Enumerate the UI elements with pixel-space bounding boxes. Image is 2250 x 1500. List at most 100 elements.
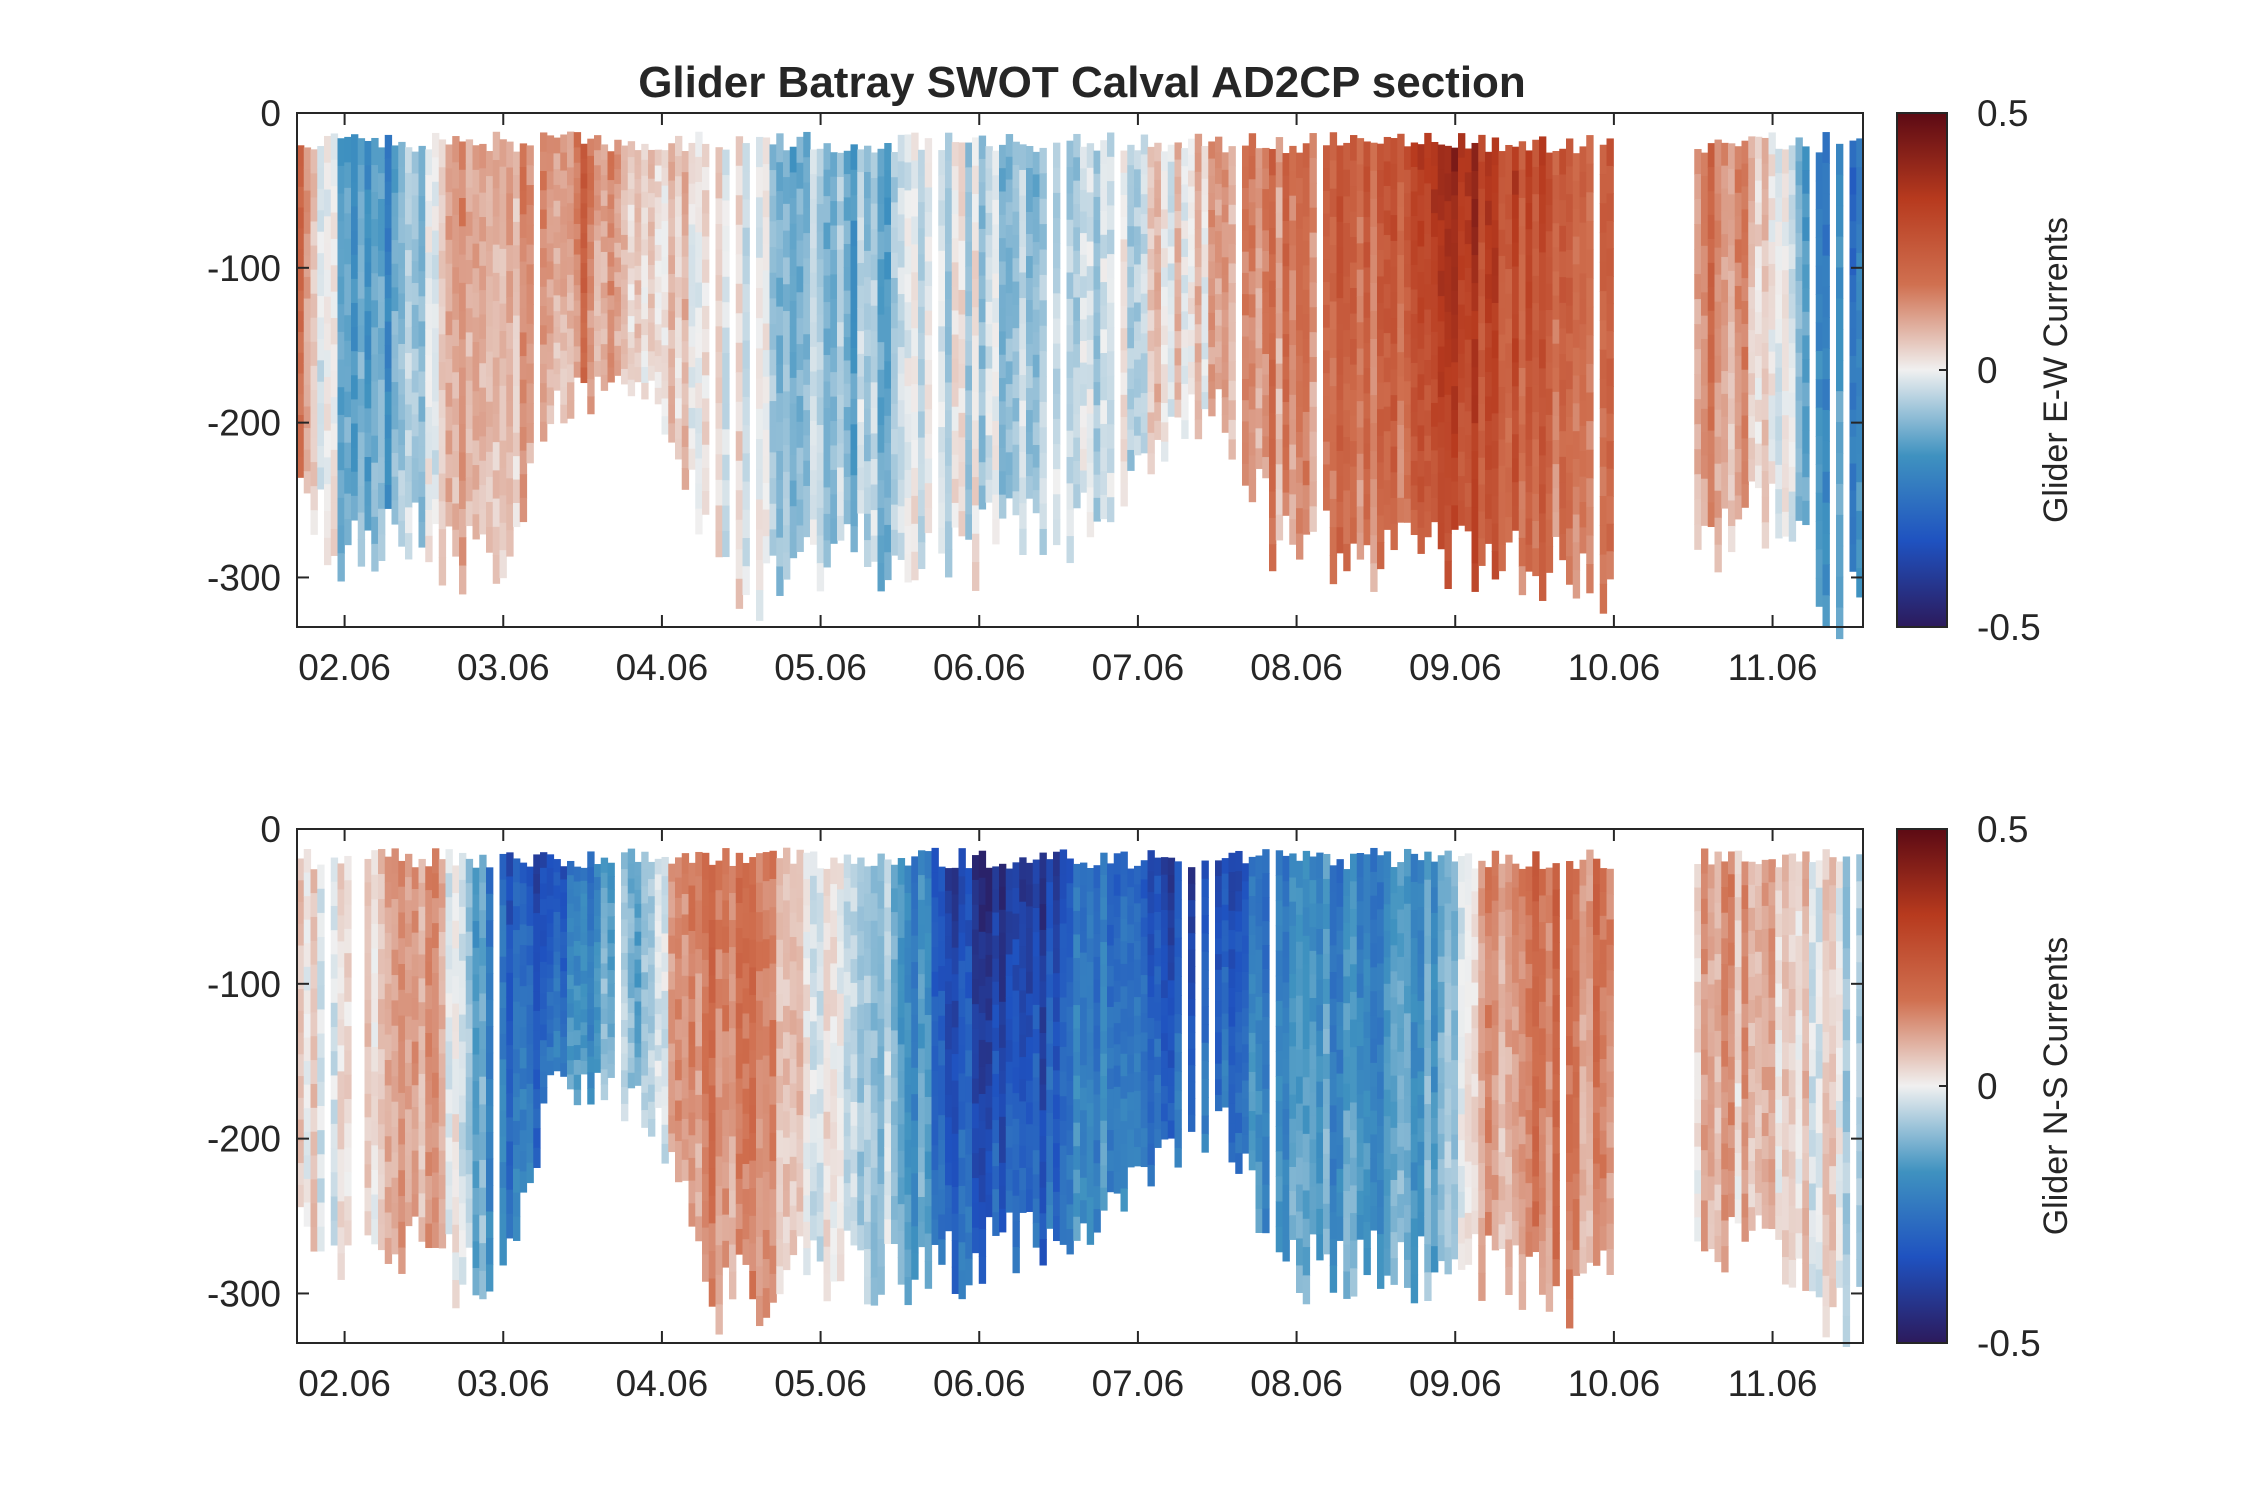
profile-column [1498,151,1506,572]
heatmap-cell [452,293,460,321]
heatmap-cell [756,167,764,198]
heatmap-cell [762,350,771,378]
heatmap-cell [681,1037,690,1059]
heatmap-cell [762,509,771,537]
heatmap-cell [1451,195,1459,220]
heatmap-cell [567,1017,575,1033]
heatmap-cell [789,172,798,199]
heatmap-cell [1734,262,1743,287]
heatmap-cell [1026,278,1034,301]
heatmap-cell [1275,388,1284,415]
heatmap-cell [1181,238,1189,258]
heatmap-cell [654,229,663,246]
heatmap-cell [391,453,399,478]
heatmap-cell [573,285,582,302]
heatmap-cell [418,1121,426,1147]
heatmap-cell [391,476,399,501]
heatmap-cell [499,331,507,360]
heatmap-cell [1518,367,1527,397]
heatmap-cell [1579,476,1587,503]
heatmap-cell [337,497,345,527]
heatmap-cell [540,228,548,249]
heatmap-cell [506,530,514,557]
heatmap-cell [742,1163,750,1190]
heatmap-cell [1701,385,1709,410]
heatmap-cell [1343,436,1351,465]
heatmap-cell [850,959,858,984]
heatmap-cell [742,1038,750,1065]
heatmap-cell [810,1167,818,1192]
heatmap-cell [1390,138,1398,165]
heatmap-cell [1039,478,1047,505]
heatmap-cell [904,386,912,415]
heatmap-cell [857,1151,865,1177]
heatmap-cell [1559,148,1567,176]
profile-column [1728,143,1736,553]
heatmap-cell [904,553,912,583]
heatmap-cell [310,245,318,271]
heatmap-cell [1032,219,1041,243]
heatmap-cell [465,1150,474,1175]
heatmap-cell [648,1101,656,1120]
heatmap-cell [715,223,723,251]
heatmap-cell [634,367,642,383]
x-tick-label: 02.06 [298,647,391,688]
heatmap-cell [1026,454,1034,477]
heatmap-cell [405,900,413,925]
heatmap-cell [702,282,710,307]
heatmap-cell [560,1010,568,1025]
heatmap-cell [1363,267,1371,294]
heatmap-cell [452,398,460,426]
profile-column [1100,140,1108,520]
profile-column [803,131,811,538]
heatmap-cell [317,1202,325,1228]
heatmap-cell [297,858,305,881]
heatmap-cell [371,1071,379,1097]
heatmap-cell [337,276,345,305]
heatmap-cell [864,198,872,226]
profile-column [1815,152,1824,607]
y-tick-label: -100 [207,248,281,289]
heatmap-cell [324,457,332,485]
heatmap-cell [1019,144,1027,171]
heatmap-cell [1194,152,1203,173]
heatmap-cell [661,221,669,240]
heatmap-cell [1100,163,1108,189]
heatmap-cell [391,1076,399,1103]
heatmap-cell [1215,168,1223,185]
profile-column [735,852,744,1255]
heatmap-cell [688,142,696,164]
heatmap-cell [452,1031,460,1060]
heatmap-cell [438,907,447,933]
heatmap-cell [951,262,960,288]
heatmap-cell [742,1088,750,1115]
heatmap-cell [951,190,960,215]
heatmap-cell [1525,255,1533,283]
heatmap-cell [486,1185,494,1213]
heatmap-cell [870,1140,879,1169]
heatmap-cell [958,339,966,365]
heatmap-cell [607,223,615,239]
heatmap-cell [1174,245,1182,264]
heatmap-cell [803,984,811,1012]
heatmap-cell [897,214,906,242]
profile-column [715,860,723,1335]
heatmap-cell [391,1000,399,1027]
heatmap-cell [452,865,460,894]
profile-column [1262,147,1270,479]
heatmap-cell [526,343,534,365]
heatmap-cell [425,432,433,460]
heatmap-cell [465,211,474,237]
heatmap-cell [398,293,406,320]
heatmap-cell [837,298,845,323]
heatmap-cell [1039,351,1047,378]
heatmap-cell [661,895,669,915]
heatmap-cell [607,208,615,224]
profile-column [1005,134,1014,499]
heatmap-cell [715,949,723,980]
heatmap-cell [465,453,474,478]
heatmap-cell [985,457,993,481]
heatmap-cell [1566,138,1574,167]
heatmap-cell [1140,174,1149,195]
heatmap-cell [580,867,588,882]
